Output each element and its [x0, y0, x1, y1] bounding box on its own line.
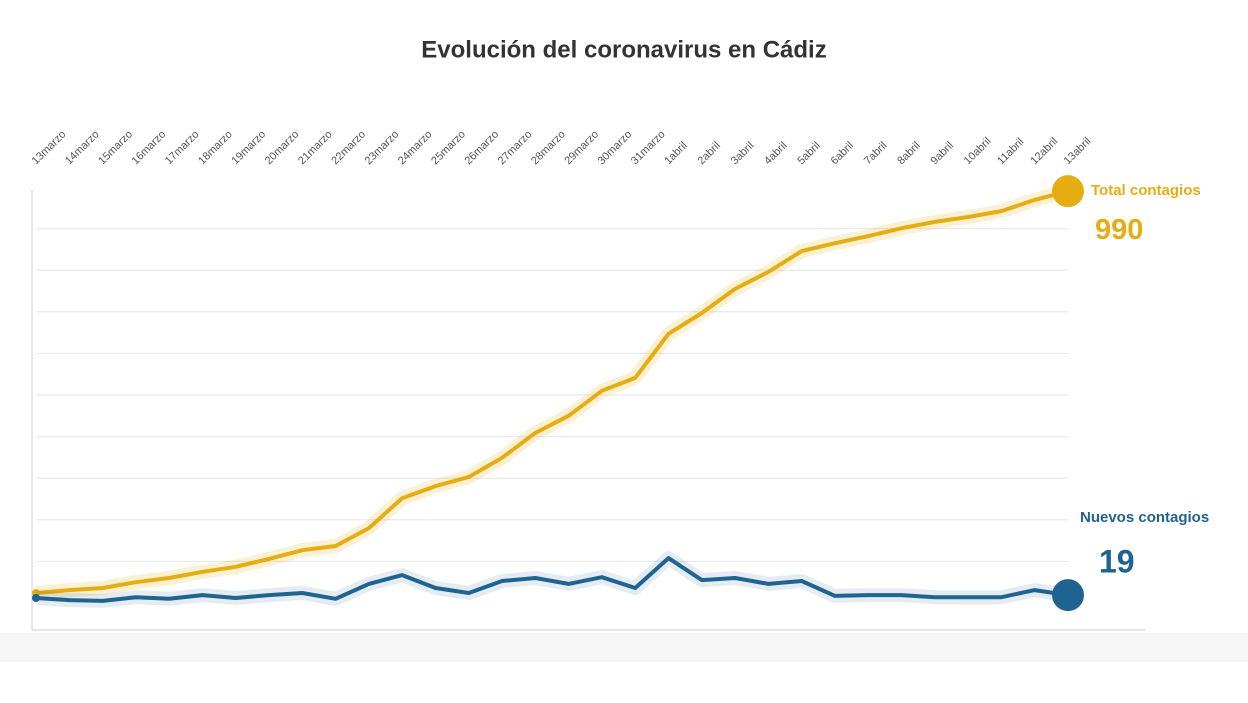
x-tick-label: 8abril	[895, 140, 923, 168]
x-tick-label: 6abril	[829, 140, 857, 168]
x-tick-label: 22marzo	[329, 128, 368, 167]
x-tick-label: 9abril	[929, 140, 957, 168]
end-dot	[1052, 579, 1084, 612]
x-tick-label: 11abril	[995, 136, 1026, 167]
x-tick-label: 3abril	[729, 140, 757, 168]
x-tick-label: 4abril	[762, 140, 790, 168]
end-dot	[1052, 175, 1084, 208]
x-tick-label: 17marzo	[163, 128, 202, 167]
x-tick-label: 25marzo	[429, 128, 468, 167]
x-tick-label: 19marzo	[229, 128, 268, 167]
x-tick-label: 1abril	[662, 140, 690, 168]
x-tick-label: 14marzo	[63, 128, 102, 167]
x-tick-label: 15marzo	[96, 128, 135, 167]
x-tick-label: 7abril	[862, 140, 890, 168]
x-tick-label: 21marzo	[296, 128, 335, 167]
x-tick-label: 5abril	[795, 140, 823, 168]
series-label: Total contagios	[1091, 182, 1201, 199]
x-tick-label: 20marzo	[263, 128, 302, 167]
x-tick-label: 29marzo	[562, 128, 601, 167]
value-label: 990	[1095, 214, 1143, 246]
x-tick-label: 27marzo	[496, 128, 535, 167]
chart-title: Evolución del coronavirus en Cádiz	[421, 36, 826, 63]
x-tick-label: 23marzo	[363, 128, 402, 167]
x-tick-label: 12abril	[1028, 135, 1060, 167]
x-tick-label: 18marzo	[196, 128, 235, 167]
line	[35, 189, 1069, 595]
x-tick-label: 13marzo	[30, 128, 69, 167]
x-tick-label: 26marzo	[462, 128, 501, 167]
x-tick-label: 2abril	[695, 140, 723, 168]
x-tick-label: 24marzo	[396, 128, 435, 167]
start-dot	[32, 594, 40, 603]
x-tick-label: 31marzo	[629, 128, 668, 167]
footer-band	[0, 633, 1248, 662]
series-label: Nuevos contagios	[1080, 509, 1209, 526]
value-label: 19	[1099, 543, 1135, 579]
x-tick-label: 30marzo	[596, 128, 635, 167]
line-glow	[35, 184, 1070, 600]
line	[35, 556, 1069, 603]
x-tick-label: 10abril	[962, 135, 994, 167]
x-tick-label: 13abril	[1062, 135, 1094, 167]
x-tick-label: 16marzo	[130, 128, 169, 167]
x-tick-label: 28marzo	[529, 128, 568, 167]
